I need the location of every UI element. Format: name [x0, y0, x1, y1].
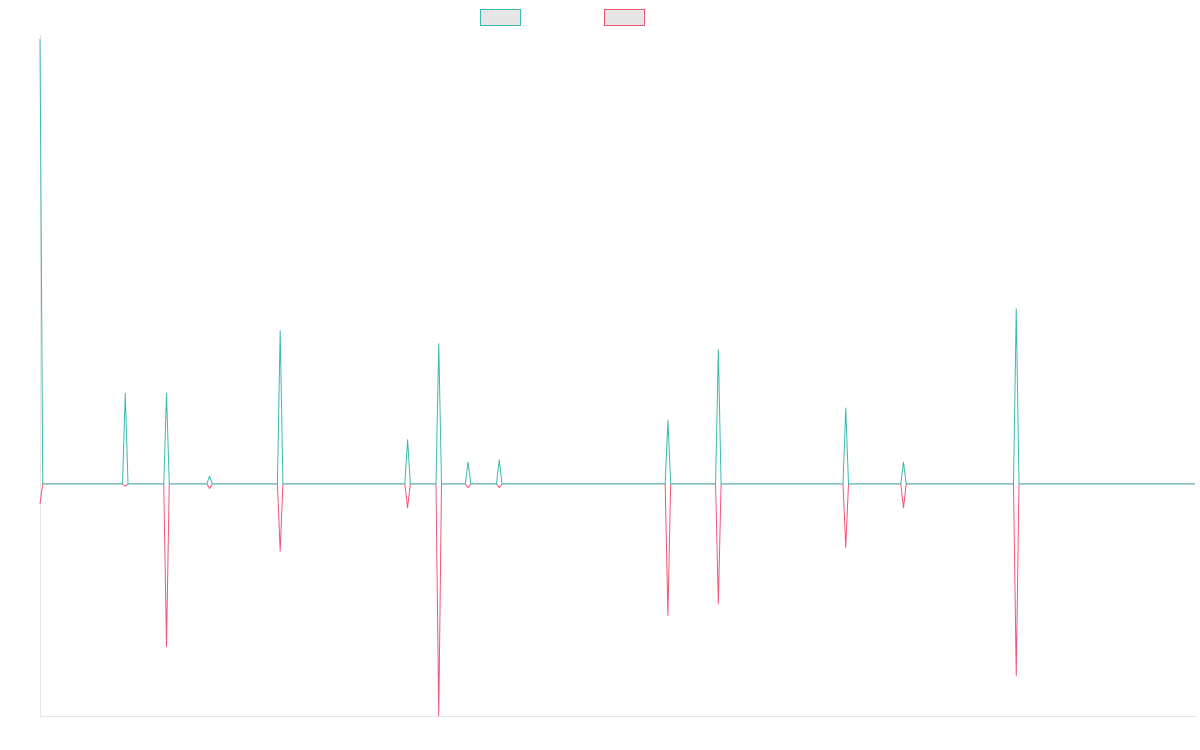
- legend[interactable]: [480, 9, 645, 26]
- legend-swatch-2[interactable]: [604, 9, 645, 26]
- series-line-1: [39, 38, 1195, 485]
- series-layer: [39, 38, 1195, 717]
- series-line-2: [39, 483, 1195, 717]
- legend-swatch-1[interactable]: [480, 9, 521, 26]
